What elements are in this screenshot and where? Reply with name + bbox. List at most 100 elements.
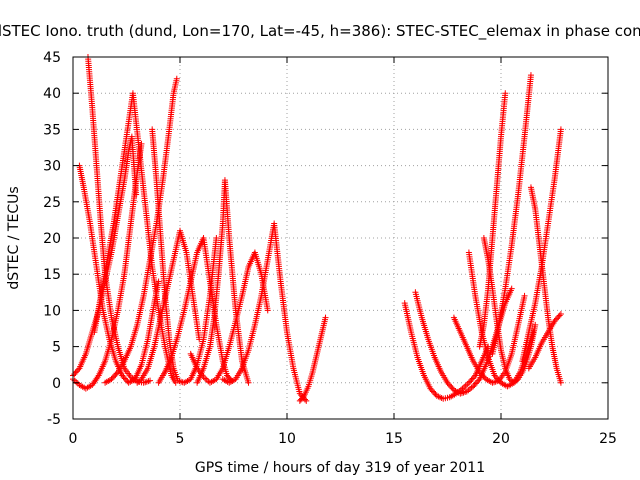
data-point (73, 368, 80, 375)
data-series (76, 162, 162, 386)
data-point (123, 376, 130, 383)
data-series (489, 72, 534, 357)
data-point (476, 368, 483, 375)
data-point (465, 379, 472, 386)
data-point (113, 370, 120, 377)
data-series (525, 311, 564, 372)
x-tick-label: 15 (385, 431, 403, 447)
data-point (532, 321, 539, 328)
data-point (467, 378, 474, 385)
data-point (508, 285, 515, 292)
x-tick-label: 20 (492, 431, 510, 447)
data-series (194, 177, 252, 386)
data-point (445, 381, 452, 388)
data-point (513, 377, 520, 384)
data-point (469, 375, 476, 382)
data-point (479, 371, 486, 378)
data-point (477, 370, 484, 377)
data-series (480, 235, 539, 386)
data-point (72, 369, 79, 376)
data-point (447, 382, 454, 389)
data-point (480, 373, 487, 380)
data-point (155, 278, 162, 285)
data-point (521, 292, 528, 299)
y-tick-label: 25 (43, 195, 61, 211)
data-point (431, 389, 438, 396)
data-point (109, 374, 116, 381)
data-point (133, 191, 140, 198)
y-tick-label: 10 (43, 303, 61, 319)
data-series (296, 314, 329, 404)
data-point (213, 235, 220, 241)
y-tick-label: -5 (47, 412, 61, 428)
data-point (495, 376, 502, 383)
chart-title: dSTEC Iono. truth (dund, Lon=170, Lat=-4… (0, 22, 640, 41)
x-tick-label: 0 (69, 431, 78, 447)
data-point (296, 390, 303, 397)
data-point (557, 379, 564, 386)
data-point (475, 377, 482, 384)
y-tick-label: 0 (52, 376, 61, 392)
data-point (111, 373, 118, 380)
data-series (519, 126, 564, 365)
data-series (84, 54, 154, 386)
data-point (108, 376, 115, 383)
data-point (527, 72, 534, 79)
y-axis-label: dSTEC / TECUs (6, 186, 22, 289)
data-point (557, 311, 564, 318)
data-point (147, 377, 154, 384)
data-series (91, 90, 179, 386)
data-series (187, 249, 271, 386)
data-point (551, 318, 558, 325)
data-point (557, 126, 564, 133)
data-point (470, 383, 477, 390)
data-point (494, 375, 501, 382)
y-tick-label: 30 (43, 159, 61, 175)
data-point (71, 371, 78, 378)
data-point (468, 376, 475, 383)
data-point (471, 374, 478, 381)
y-tick-label: 45 (43, 50, 61, 66)
data-series (476, 90, 509, 350)
data-point (428, 387, 435, 394)
data-point (112, 371, 119, 378)
x-axis-label: GPS time / hours of day 319 of year 2011 (195, 460, 485, 476)
data-series (70, 133, 140, 379)
x-tick-label: 10 (278, 431, 296, 447)
data-point (173, 75, 180, 82)
data-point (245, 379, 252, 386)
data-point (472, 380, 479, 387)
data-point (138, 140, 145, 147)
data-series (527, 184, 564, 386)
data-point (119, 372, 126, 379)
data-point (121, 375, 128, 382)
data-point (300, 394, 307, 401)
data-series (412, 285, 515, 397)
data-point (303, 397, 310, 404)
data-point (555, 313, 562, 320)
data-point (556, 312, 563, 319)
data-series (149, 126, 220, 386)
data-point (552, 316, 559, 323)
data-point (471, 381, 478, 388)
y-tick-label: 15 (43, 267, 61, 283)
data-point (444, 379, 451, 386)
data-point (137, 377, 144, 384)
data-point (75, 366, 82, 373)
y-tick-label: 35 (43, 122, 61, 138)
y-tick-label: 40 (43, 86, 61, 102)
data-point (427, 385, 434, 392)
data-point (554, 315, 561, 322)
data-point (492, 374, 499, 381)
x-tick-label: 25 (599, 431, 617, 447)
y-tick-label: 20 (43, 231, 61, 247)
data-point (491, 372, 498, 379)
data-point (474, 379, 481, 386)
data-point (502, 90, 509, 97)
data-point (429, 388, 436, 395)
data-series (102, 75, 180, 386)
data-point (448, 384, 455, 391)
data-series (219, 220, 310, 404)
